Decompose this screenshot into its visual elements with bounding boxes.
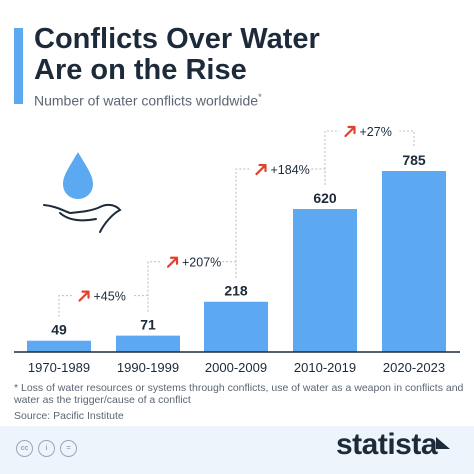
- water-drop-hand-icon: [43, 152, 122, 233]
- data-label: 785: [402, 152, 426, 168]
- data-label: 218: [224, 283, 248, 299]
- water-drop-icon: [63, 152, 93, 199]
- chart-subtitle: Number of water conflicts worldwide*: [34, 92, 262, 109]
- footer-strip: [0, 426, 474, 474]
- increase-arrow-icon: [166, 256, 179, 268]
- change-label: +207%: [182, 256, 221, 270]
- cc-license-icon[interactable]: cc: [16, 440, 33, 457]
- x-tick-label: 1990-1999: [117, 360, 179, 375]
- footnote: * Loss of water resources or systems thr…: [14, 382, 464, 406]
- title-accent-bar: [14, 28, 23, 104]
- increase-arrow-icon: [344, 125, 356, 138]
- chart-title: Conflicts Over Water Are on the Rise: [34, 23, 320, 86]
- statista-logo-mark-icon: [436, 437, 450, 449]
- data-label: 71: [140, 317, 156, 333]
- bar-1990-1999: [116, 335, 180, 352]
- source-text: Source: Pacific Institute: [14, 410, 124, 422]
- statista-logo[interactable]: statista: [336, 428, 438, 461]
- increase-arrow-icon: [78, 290, 90, 302]
- x-tick-label: 1970-1989: [28, 360, 90, 375]
- change-label: +27%: [360, 125, 392, 139]
- change-label: +184%: [271, 163, 310, 177]
- subtitle-text: Number of water conflicts worldwide: [34, 92, 259, 109]
- bar-2010-2019: [293, 209, 357, 352]
- data-label: 49: [51, 322, 67, 338]
- hand-icon: [43, 203, 122, 233]
- x-tick-label: 2020-2023: [383, 360, 445, 375]
- bar-1970-1989: [27, 340, 91, 352]
- x-tick-label: 2000-2009: [205, 360, 267, 375]
- no-derivatives-icon[interactable]: =: [60, 440, 77, 457]
- subtitle-footnote-mark: *: [258, 92, 262, 102]
- bar-2000-2009: [204, 301, 268, 352]
- bar-2020-2023: [382, 171, 446, 352]
- x-tick-label: 2010-2019: [294, 360, 356, 375]
- increase-arrow-icon: [255, 163, 267, 176]
- hand-fingers-icon: [59, 212, 97, 222]
- change-label: +45%: [94, 290, 126, 304]
- data-label: 620: [313, 190, 337, 206]
- attribution-icon[interactable]: i: [38, 440, 55, 457]
